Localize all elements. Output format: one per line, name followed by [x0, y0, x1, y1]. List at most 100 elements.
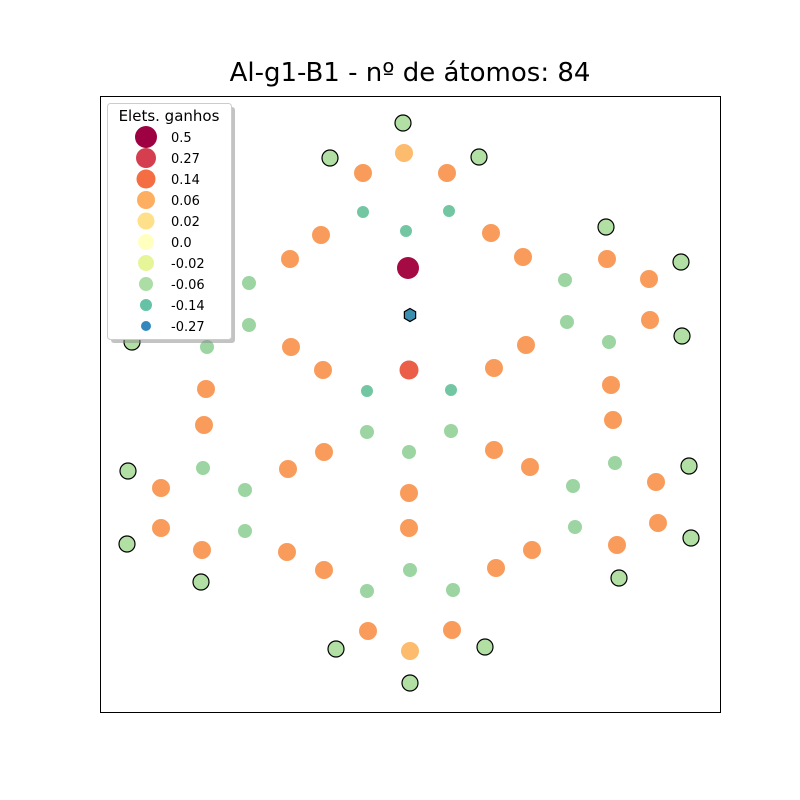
atom-point: [598, 250, 616, 268]
atom-point: [610, 569, 628, 587]
legend-label: 0.14: [171, 173, 200, 188]
atom-point: [680, 457, 698, 475]
legend-label: 0.0: [171, 236, 192, 251]
legend-marker: [137, 191, 155, 209]
legend-entries: 0.5 0.27 0.14 0.06 0.02 0.0 -0.02 -0.06 -0.14 -0.…: [135, 126, 205, 335]
legend-label: 0.06: [171, 194, 200, 209]
legend-label: -0.27: [171, 320, 205, 335]
atom-point: [672, 253, 690, 271]
atom-point: [682, 529, 700, 547]
atom-point: [359, 622, 377, 640]
atom-point: [517, 336, 535, 354]
atom-point: [279, 460, 297, 478]
atom-point: [195, 416, 213, 434]
atom-point: [193, 541, 211, 559]
plot-frame: [100, 96, 721, 713]
atom-point: [360, 584, 374, 598]
atom-point: [566, 479, 580, 493]
atom-point: [560, 315, 574, 329]
atom-point: [443, 205, 455, 217]
atom-point: [443, 621, 461, 639]
legend-label: 0.02: [171, 215, 200, 230]
atom-point: [402, 445, 416, 459]
atom-point: [197, 380, 215, 398]
legend-label: 0.5: [171, 131, 192, 146]
atom-point: [400, 519, 418, 537]
legend: Elets. ganhos 0.5 0.27 0.14 0.06 0.02 0.0 -0.0…: [107, 103, 235, 343]
legend-marker: [138, 255, 154, 271]
atom-point: [438, 164, 456, 182]
atom-point: [446, 583, 460, 597]
legend-marker: [137, 212, 155, 230]
atom-point: [400, 225, 412, 237]
legend-marker: [140, 299, 152, 311]
atom-point: [242, 276, 256, 290]
atom-point: [640, 270, 658, 288]
atom-point: [281, 250, 299, 268]
atom-point: [394, 114, 412, 132]
legend-label: -0.14: [171, 299, 205, 314]
atom-point: [482, 224, 500, 242]
atom-point: [514, 248, 532, 266]
atom-point: [403, 307, 417, 323]
atom-point: [397, 257, 419, 279]
atom-point: [445, 384, 457, 396]
atom-point: [360, 425, 374, 439]
atom-point: [315, 443, 333, 461]
atom-point: [315, 561, 333, 579]
atom-point: [152, 519, 170, 537]
atom-point: [608, 456, 622, 470]
atom-point: [238, 524, 252, 538]
atom-point: [521, 458, 539, 476]
atom-point: [401, 674, 419, 692]
atom-point: [523, 541, 541, 559]
atom-point: [395, 144, 413, 162]
legend-marker: [135, 126, 157, 148]
atom-point: [238, 483, 252, 497]
atom-point: [327, 640, 345, 658]
atom-point: [282, 338, 300, 356]
atom-point: [196, 461, 210, 475]
atom-point: [673, 327, 691, 345]
legend-label: -0.06: [171, 278, 205, 293]
atom-point: [602, 376, 620, 394]
legend-box: [107, 103, 232, 340]
atom-point: [470, 148, 488, 166]
chart-title: Al-g1-B1 - nº de átomos: 84: [229, 58, 591, 88]
legend-label: 0.27: [171, 152, 200, 167]
atom-point: [444, 424, 458, 438]
atom-point: [401, 642, 419, 660]
atom-point: [641, 311, 659, 329]
legend-marker: [136, 148, 156, 168]
atom-point: [192, 573, 210, 591]
atom-point: [242, 318, 256, 332]
atom-point: [649, 514, 667, 532]
atom-point: [485, 441, 503, 459]
legend-marker: [141, 321, 151, 331]
atom-point: [200, 340, 214, 354]
data-points: [118, 114, 700, 692]
legend-title: Elets. ganhos: [119, 107, 220, 125]
atom-point: [485, 359, 503, 377]
atom-point: [361, 385, 373, 397]
atom-point: [597, 218, 615, 236]
atom-point: [647, 473, 665, 491]
atom-point: [604, 411, 622, 429]
atom-point: [403, 563, 417, 577]
atom-point: [312, 226, 330, 244]
atom-point: [399, 360, 419, 380]
atom-point: [476, 638, 494, 656]
legend-label: -0.02: [171, 257, 205, 272]
atom-point: [152, 479, 170, 497]
legend-marker: [139, 277, 153, 291]
atom-point: [558, 273, 572, 287]
atom-point: [354, 164, 372, 182]
atom-point: [118, 535, 136, 553]
atom-point: [400, 484, 418, 502]
atom-point: [119, 462, 137, 480]
legend-marker: [136, 169, 156, 189]
atom-point: [608, 536, 626, 554]
atom-point: [602, 335, 616, 349]
atom-point: [487, 559, 505, 577]
